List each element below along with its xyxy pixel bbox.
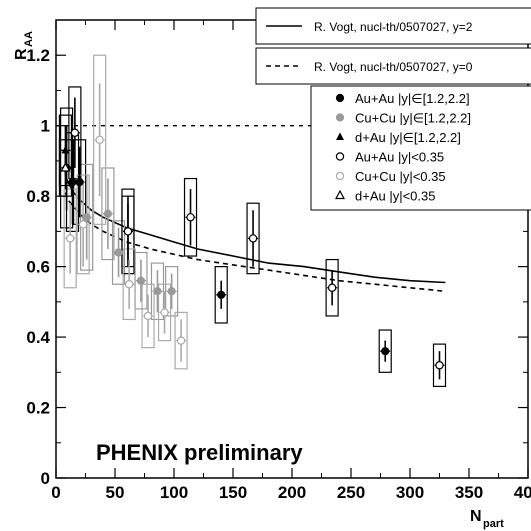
y-axis-label-main: R [13, 48, 30, 60]
y-tick-label: 0.4 [26, 328, 50, 347]
y-tick-label: 1 [41, 117, 50, 136]
y-axis-label-sub: AA [23, 31, 35, 47]
x-tick-label: 50 [106, 483, 125, 502]
legend-entry-label: Cu+Cu |y|<0.35 [355, 169, 446, 184]
x-tick-label: 200 [278, 483, 306, 502]
y-tick-label: 0.8 [26, 187, 50, 206]
legend-marker [336, 153, 343, 160]
legend-marker [336, 114, 343, 121]
legend-entry-label: Cu+Cu |y|∈[1.2,2.2] [355, 111, 471, 126]
x-tick-label: 100 [160, 483, 188, 502]
data-point [329, 284, 336, 291]
y-tick-label: 0.2 [26, 399, 50, 418]
data-point [436, 362, 443, 369]
data-point [115, 249, 122, 256]
legend-entry-label: R. Vogt, nucl-th/0507027, y=2 [314, 20, 473, 34]
x-tick-label: 0 [51, 483, 60, 502]
legend-entry-label: Au+Au |y|<0.35 [355, 150, 444, 165]
data-point [144, 312, 151, 319]
data-point [67, 235, 74, 242]
data-point [83, 214, 90, 221]
data-point [187, 214, 194, 221]
data-point [218, 291, 225, 298]
x-tick-label: 300 [396, 483, 424, 502]
data-point [76, 178, 83, 185]
y-tick-label: 0 [41, 469, 50, 488]
data-point [382, 348, 389, 355]
data-point [69, 178, 76, 185]
data-point [104, 210, 111, 217]
data-point [161, 309, 168, 316]
x-tick-label: 350 [455, 483, 483, 502]
x-tick-label: 150 [219, 483, 247, 502]
x-tick-label: 400 [514, 483, 531, 502]
data-point [96, 136, 103, 143]
x-axis-label-main: N [470, 508, 482, 525]
legend-marker [336, 94, 343, 101]
legend-entry-label: R. Vogt, nucl-th/0507027, y=0 [314, 60, 473, 74]
x-axis-label: N part [470, 508, 504, 530]
legend-entry-label: d+Au |y|<0.35 [355, 189, 435, 204]
data-point [126, 281, 133, 288]
legend-entry-label: d+Au |y|∈[1.2,2.2] [355, 130, 461, 145]
data-point [80, 221, 87, 228]
data-point [249, 235, 256, 242]
data-point [168, 288, 175, 295]
data-point [61, 146, 69, 154]
data-point [124, 228, 131, 235]
legend-entry-label: Au+Au |y|∈[1.2,2.2] [355, 91, 470, 106]
data-point [71, 129, 78, 136]
annotation-text: PHENIX preliminary [96, 440, 303, 465]
legend-data: Au+Au |y|∈[1.2,2.2] Cu+Cu |y|∈[1.2,2.2] d+… [311, 86, 531, 210]
data-point [154, 288, 161, 295]
y-tick-label: 0.6 [26, 258, 50, 277]
x-axis-label-sub: part [483, 518, 504, 530]
data-point [177, 337, 184, 344]
data-point [137, 277, 144, 284]
x-tick-label: 250 [337, 483, 365, 502]
legend-theory: R. Vogt, nucl-th/0507027, y=2 R. Vogt, nu… [256, 8, 531, 84]
legend-marker [336, 172, 343, 179]
